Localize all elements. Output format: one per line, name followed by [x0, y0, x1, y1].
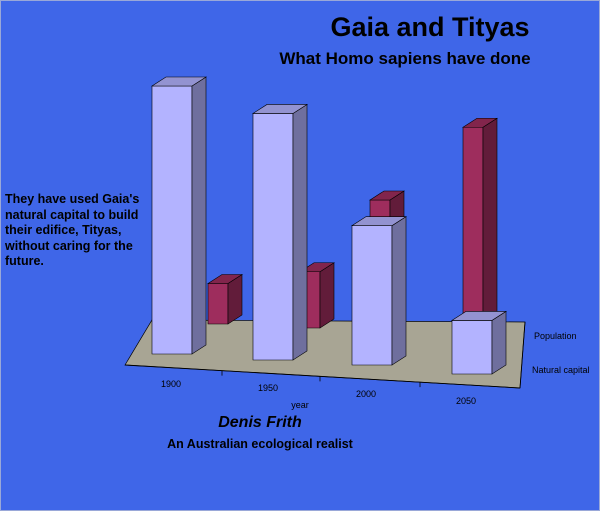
bar-natural-capital-2000-side	[391, 216, 407, 366]
bar-population-2050-front	[462, 126, 484, 342]
chart-subtitle: What Homo sapiens have done	[279, 49, 531, 68]
bar-population-1900-top	[206, 274, 244, 284]
natural-capital-series	[150, 76, 508, 375]
bar-population-1950-side	[319, 262, 335, 329]
bar-population-1900-front	[207, 283, 229, 325]
bar-natural-capital-1900-front	[151, 85, 193, 355]
author-description: An Australian ecological realist	[167, 437, 353, 451]
side-note: They have used Gaia's natural capital to…	[5, 192, 140, 268]
bar-natural-capital-1900-side	[191, 76, 207, 355]
bar-natural-capital-2050	[450, 310, 508, 375]
bar-natural-capital-1950	[251, 103, 309, 361]
bar-population-2000-top	[368, 190, 406, 201]
bar-natural-capital-1900-top	[150, 76, 208, 87]
bar-natural-capital-2000	[350, 216, 408, 366]
bar-population-1950-top	[298, 262, 336, 273]
x-axis-label: year	[291, 400, 309, 410]
bar-natural-capital-2050-side	[491, 310, 507, 375]
bar-population-1900	[206, 273, 244, 325]
x-axis-line	[124, 364, 521, 389]
bar-natural-capital-1950-side	[292, 103, 308, 361]
bar-natural-capital-1950-top	[251, 104, 309, 114]
bar-population-2050	[461, 117, 499, 342]
depth-axis-line	[519, 321, 526, 389]
axis-ticks: 1900 1950 2000 2050	[161, 370, 476, 406]
bar-natural-capital-2000-top	[350, 216, 408, 226]
depth-label-natural-capital: Natural capital	[532, 365, 590, 375]
x-tick-label-1900: 1900	[161, 379, 181, 389]
depth-label-population: Population	[534, 331, 577, 341]
author-name: Denis Frith	[218, 414, 302, 431]
x-tick-label-1950: 1950	[258, 383, 278, 393]
bar-natural-capital-2000-front	[351, 225, 393, 366]
bar-natural-capital-1950-front	[252, 113, 294, 361]
bar-natural-capital-1900	[150, 76, 208, 355]
bar-natural-capital-2050-top	[450, 311, 508, 321]
chart-title: Gaia and Tityas	[330, 12, 530, 42]
bar-natural-capital-2050-front	[451, 320, 493, 375]
bar-population-2050-top	[461, 117, 499, 128]
x-tick-label-2000: 2000	[356, 389, 376, 399]
x-tick-label-2050: 2050	[456, 396, 476, 406]
bar-population-2050-side	[482, 117, 498, 342]
